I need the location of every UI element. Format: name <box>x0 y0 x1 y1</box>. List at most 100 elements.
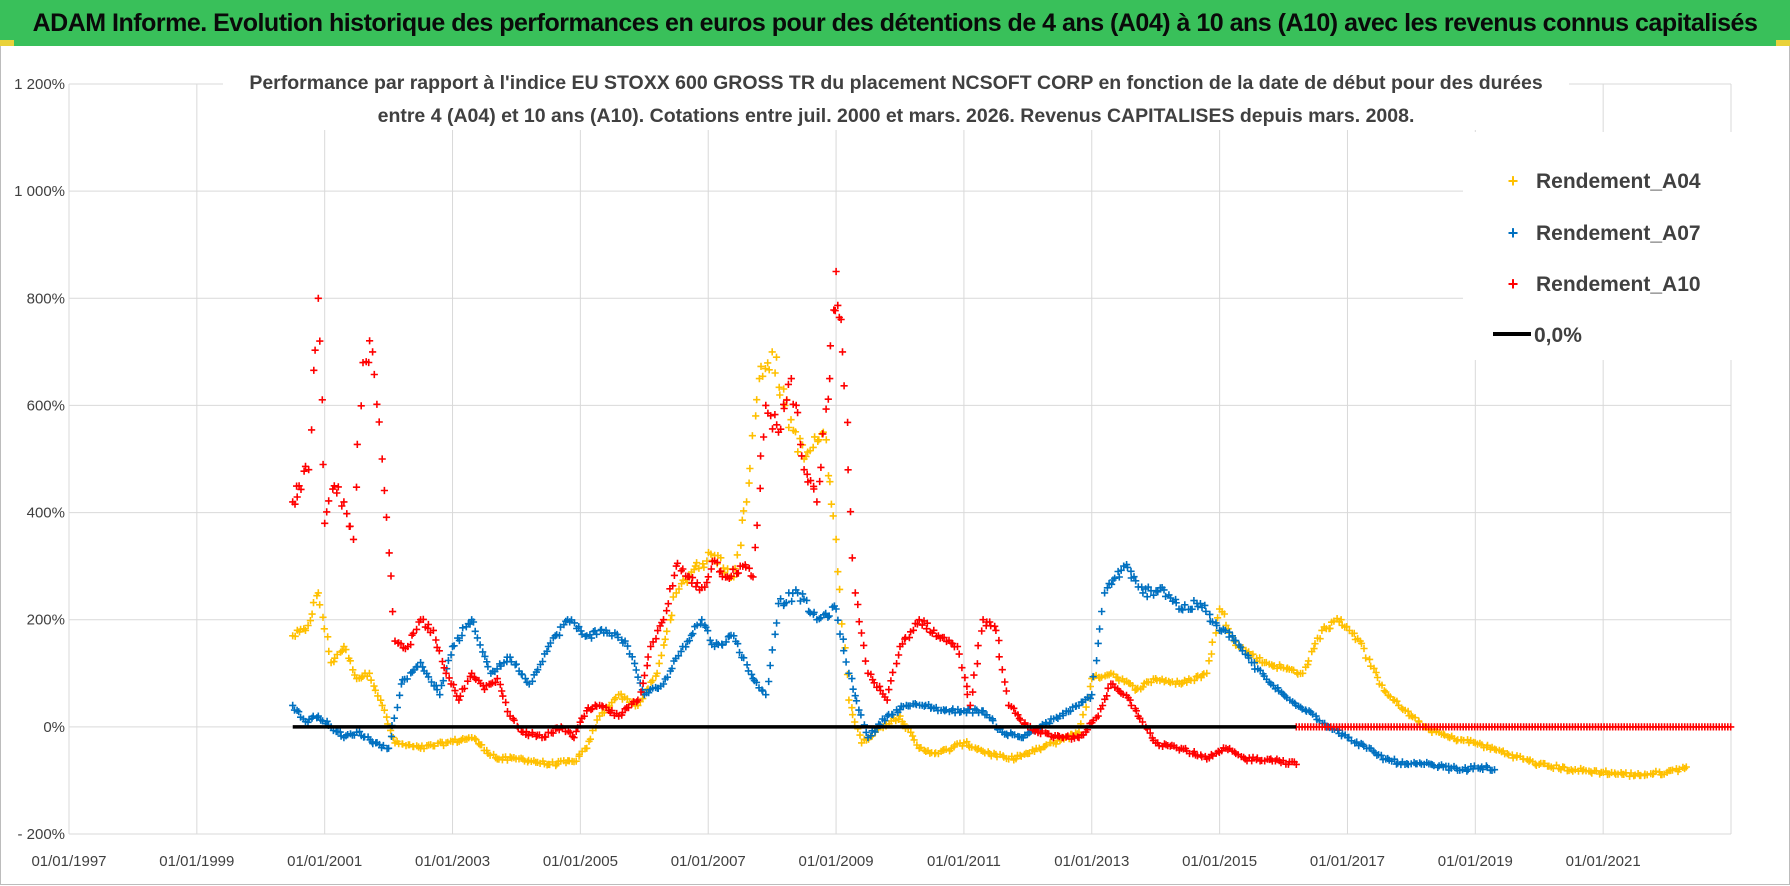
rendement-a10-point <box>297 485 305 493</box>
rendement-a10-point <box>885 686 893 694</box>
rendement-a07-point <box>471 627 479 635</box>
rendement-a10-point <box>693 579 701 587</box>
rendement-a07-point <box>1479 765 1487 773</box>
rendement-a10-point <box>1138 718 1147 726</box>
rendement-a07-point <box>722 638 730 646</box>
chart-frame: - 200% 0% 200% 400% 600% 800% 1 000% 1 200% 01/… <box>0 46 1790 885</box>
rendement-a10-point <box>883 696 891 704</box>
rendement-a07-point <box>848 675 856 683</box>
rendement-a10-point <box>800 466 808 474</box>
rendement-a10-point <box>1001 678 1009 686</box>
rendement-a10-point <box>729 565 737 573</box>
rendement-a07-point <box>748 670 756 678</box>
rendement-a07-point <box>621 637 629 645</box>
rendement-a04-point <box>669 593 677 601</box>
rendement-a07-point <box>543 647 551 655</box>
rendement-a10-point <box>717 567 725 575</box>
rendement-a04-point <box>768 348 776 356</box>
rendement-a04-point <box>752 412 760 420</box>
rendement-a10-point <box>742 563 750 571</box>
rendement-a10-point <box>848 554 856 562</box>
rendement-a10-point <box>291 500 299 508</box>
rendement-a07-point <box>1123 563 1132 571</box>
rendement-a07-point <box>1096 625 1104 633</box>
rendement-a10-point <box>822 405 830 413</box>
rendement-a10-point <box>643 662 651 670</box>
rendement-a04-point <box>775 383 783 391</box>
rendement-a07-point <box>1111 574 1119 582</box>
rendement-a07-point <box>765 677 773 686</box>
x-tick-label: 01/01/2007 <box>671 853 746 870</box>
rendement-a07-point <box>836 630 844 638</box>
rendement-a04-point <box>1362 654 1370 662</box>
rendement-a04-point <box>746 464 754 473</box>
rendement-a10-point <box>819 430 827 438</box>
rendement-a07-point <box>989 717 997 725</box>
rendement-a07-point <box>698 616 706 624</box>
rendement-a04-point <box>776 391 784 399</box>
rendement-a07-point <box>740 654 748 662</box>
rendement-a07-point <box>436 691 444 699</box>
rendement-a10-point <box>346 522 354 530</box>
rendement-a07-point <box>777 595 785 603</box>
rendement-a07-point <box>766 661 774 670</box>
rendement-a10-point <box>701 583 709 591</box>
rendement-a07-point <box>663 673 671 681</box>
rendement-a10-point <box>1119 690 1127 698</box>
rendement-a10-point <box>846 508 855 516</box>
rendement-a10-point <box>887 677 895 685</box>
rendement-a07-point <box>397 680 405 688</box>
rendement-a07-point <box>1086 694 1094 702</box>
rendement-a10-point <box>797 440 805 449</box>
rendement-a10-point <box>969 688 977 696</box>
rendement-a07-point <box>528 677 536 685</box>
rendement-a10-point <box>913 620 921 628</box>
rendement-a10-point <box>851 589 859 597</box>
rendement-a10-point <box>767 412 775 420</box>
rendement-a07-point <box>1250 659 1258 667</box>
rendement-a07-point <box>743 661 751 669</box>
rendement-a10-point <box>397 640 405 648</box>
rendement-a10-point <box>762 401 770 409</box>
rendement-a10-point <box>963 682 971 690</box>
rendement-a07-point <box>718 641 726 649</box>
rendement-a04-point <box>1041 742 1049 751</box>
rendement-a04-point <box>668 611 676 619</box>
rendement-a10-point <box>639 679 647 687</box>
rendement-a10-point <box>301 462 310 470</box>
rendement-a10-point <box>930 626 938 634</box>
rendement-a10-point <box>349 535 358 543</box>
rendement-a07-point <box>1089 673 1097 681</box>
rendement-a04-point <box>1079 711 1087 719</box>
rendement-a07-point <box>439 677 447 685</box>
rendement-a10-point <box>449 681 458 689</box>
rendement-a10-point <box>838 348 847 356</box>
rendement-a04-point <box>316 601 324 609</box>
rendement-a10-point <box>528 730 537 738</box>
rendement-a07-point <box>752 678 761 686</box>
rendement-a10-point <box>340 498 348 506</box>
rendement-a04-point <box>907 728 915 736</box>
rendement-a04-point <box>380 706 388 714</box>
rendement-a04-point <box>374 692 382 700</box>
rendement-a10-point <box>703 578 711 587</box>
rendement-a07-point <box>1232 637 1240 645</box>
rendement-a04-point <box>677 580 686 588</box>
rendement-a04-point <box>843 670 852 679</box>
rendement-a07-point <box>782 599 790 607</box>
rendement-a07-point <box>840 647 848 655</box>
rendement-a04-point <box>593 716 601 724</box>
rendement-a07-point <box>424 673 433 681</box>
rendement-a10-point <box>784 380 792 388</box>
series-points <box>289 267 1735 780</box>
rendement-a04-point <box>748 432 756 440</box>
rendement-a10-point <box>460 684 469 693</box>
rendement-a07-point <box>1201 601 1209 609</box>
rendement-a10-point <box>451 687 459 695</box>
rendement-a04-point <box>848 704 856 712</box>
rendement-a07-point <box>1117 566 1125 574</box>
subtitle-background <box>223 66 1569 130</box>
rendement-a07-point <box>1144 583 1152 591</box>
rendement-a07-point <box>1066 707 1075 715</box>
rendement-a07-point <box>417 659 425 667</box>
